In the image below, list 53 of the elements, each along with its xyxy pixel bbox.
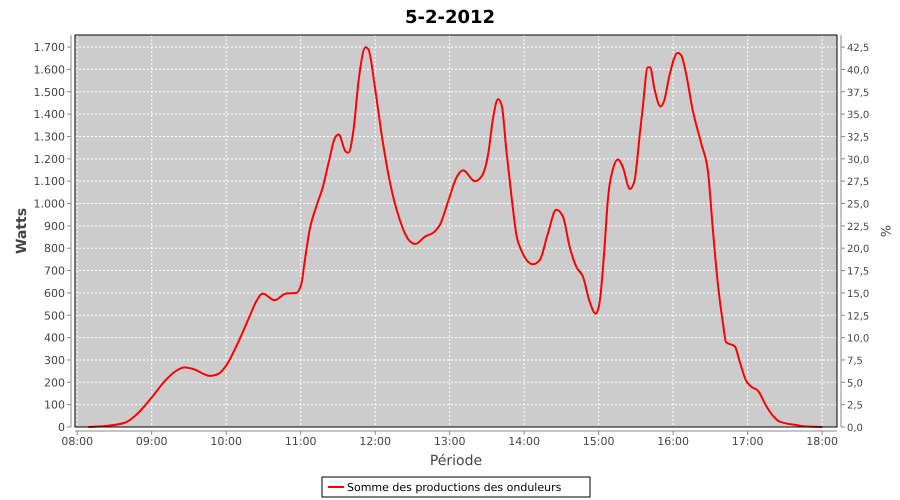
y2-tick-label: 27,5: [847, 177, 870, 188]
y2-tick-label: 12,5: [847, 311, 870, 322]
y-tick-label: 600: [44, 286, 65, 300]
x-tick-label: 17:00: [732, 435, 764, 448]
y2-tick-label: 0,0: [847, 423, 863, 434]
y2-tick-label: 2,5: [847, 400, 863, 412]
y2-tick-label: 22,5: [847, 222, 870, 233]
y-tick-label: 700: [44, 264, 65, 278]
y2-tick-label: 42,5: [847, 43, 870, 54]
y-tick-label: 300: [44, 354, 65, 367]
x-tick-label: 14:00: [508, 435, 540, 448]
y-tick-label: 900: [44, 220, 65, 233]
x-axis-title: Période: [430, 453, 482, 469]
chart-title: 5-2-2012: [404, 7, 496, 28]
x-tick-label: 10:00: [210, 435, 242, 448]
x-tick-label: 08:00: [61, 435, 94, 448]
y-tick-label: 100: [44, 398, 65, 412]
y-tick-label: 800: [44, 242, 65, 256]
y-tick-label: 1.400: [34, 108, 65, 122]
y-tick-label: 200: [44, 376, 65, 390]
y2-tick-label: 20,0: [847, 244, 870, 256]
x-tick-label: 15:00: [582, 435, 614, 448]
y2-tick-label: 35,0: [847, 110, 870, 122]
y-tick-label: 1.200: [34, 152, 65, 166]
y2-tick-label: 17,5: [847, 266, 870, 278]
y2-tick-label: 5,0: [847, 378, 863, 390]
y2-axis-title: %: [877, 224, 892, 238]
y-axis-title: Watts: [14, 208, 30, 254]
y2-tick-label: 10,0: [847, 334, 870, 345]
y-tick-label: 500: [44, 309, 65, 322]
y-tick-label: 1.000: [34, 198, 65, 211]
y-tick-label: 1.700: [34, 41, 65, 54]
y2-tick-label: 15,0: [847, 288, 870, 300]
y2-tick-label: 7,5: [847, 356, 863, 367]
legend-label: Somme des productions des onduleurs: [347, 481, 562, 494]
x-tick-label: 09:00: [136, 435, 168, 448]
x-tick-label: 13:00: [434, 435, 466, 448]
y-tick-label: 1.300: [34, 130, 65, 144]
y-tick-label: 1.100: [34, 175, 65, 188]
y-tick-label: 0: [58, 421, 65, 434]
x-tick-label: 12:00: [359, 435, 392, 448]
x-tick-label: 16:00: [657, 435, 689, 448]
y-tick-label: 1.600: [34, 63, 65, 76]
y2-tick-label: 30,0: [847, 154, 870, 166]
y2-tick-label: 32,5: [847, 132, 870, 144]
y-tick-label: 1.500: [34, 86, 65, 99]
line-series: [87, 46, 824, 428]
y2-tick-label: 25,0: [847, 200, 870, 211]
y2-tick-label: 40,0: [847, 65, 870, 76]
x-tick-label: 11:00: [284, 435, 317, 448]
y-tick-label: 400: [44, 332, 65, 345]
x-tick-label: 18:00: [806, 435, 838, 448]
y2-tick-label: 37,5: [847, 88, 870, 99]
